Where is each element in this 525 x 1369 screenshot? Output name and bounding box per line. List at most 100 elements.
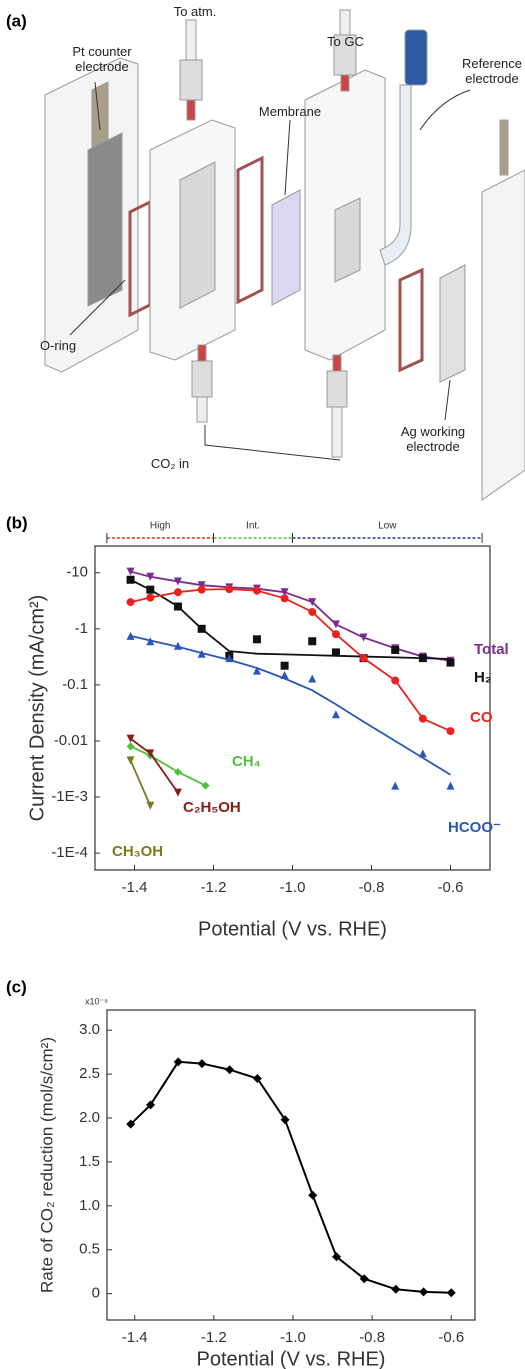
marker <box>391 781 400 790</box>
x-axis-title: Potential (V vs. RHE) <box>197 1348 386 1369</box>
y-tick-label: 2.0 <box>79 1109 100 1126</box>
ag-electrode <box>439 264 466 383</box>
label-pt: Pt counter electrode <box>72 44 132 74</box>
x-tick-label: -0.8 <box>359 1329 385 1346</box>
data-line <box>130 1060 452 1294</box>
region-label: Low <box>378 521 397 532</box>
marker <box>331 620 340 629</box>
marker <box>391 676 400 685</box>
y-tick-label: 0.5 <box>79 1241 100 1258</box>
marker <box>418 654 427 663</box>
marker <box>418 749 427 758</box>
marker <box>359 633 368 642</box>
y-tick-label: 1.0 <box>79 1197 100 1214</box>
x-tick-label: -1.2 <box>201 879 227 896</box>
region-label: High <box>150 521 171 532</box>
label-o-ring: O-ring <box>39 338 77 353</box>
label-membrane: Membrane <box>258 104 322 119</box>
label-to-gc: To GC <box>327 34 364 49</box>
x-axis-title: Potential (V vs. RHE) <box>198 918 387 940</box>
marker <box>308 637 317 646</box>
marker <box>332 1252 342 1262</box>
series-label: CH₃OH <box>112 843 163 860</box>
marker <box>252 586 261 595</box>
marker <box>173 1057 183 1067</box>
data-line <box>130 745 206 787</box>
cell-diagram <box>44 9 525 501</box>
y-tick-label: -0.01 <box>54 732 88 749</box>
marker <box>126 756 135 765</box>
y-tick-label: 3.0 <box>79 1021 100 1038</box>
marker <box>126 734 135 743</box>
tube <box>196 396 208 423</box>
series-label: Total <box>474 641 509 658</box>
marker <box>308 674 317 683</box>
marker <box>173 588 182 597</box>
marker <box>126 598 135 607</box>
callout <box>204 425 341 461</box>
marker <box>126 1119 136 1129</box>
y-tick-label: 0 <box>92 1285 100 1302</box>
strip <box>499 119 509 176</box>
marker <box>280 661 289 670</box>
label-co2-in: CO₂ in <box>150 456 190 471</box>
fitting-tip <box>186 99 196 121</box>
marker <box>126 631 135 640</box>
callouts <box>69 81 471 461</box>
y-axis-title: Current Density (mA/cm²) <box>26 595 48 822</box>
callout <box>419 89 471 131</box>
marker <box>146 1100 156 1110</box>
marker <box>391 645 400 654</box>
pt-electrode <box>87 132 123 307</box>
marker <box>280 594 289 603</box>
marker <box>126 567 135 576</box>
reference-tube <box>379 84 412 266</box>
x-tick-label: -0.8 <box>359 879 385 896</box>
y-tick-label: -10 <box>66 564 88 581</box>
reference-cap <box>404 29 428 86</box>
plots: -1.4 -1.2 -1.0 -0.8 -0.6 -10 -1 -0.1 -0.01 -1E-3 -… <box>6 513 509 1369</box>
tube <box>339 9 351 36</box>
marker <box>197 1059 207 1069</box>
marker <box>173 788 182 797</box>
marker <box>252 666 261 675</box>
panel-label: (b) <box>6 513 28 532</box>
x-tick-label: -1.4 <box>122 879 148 896</box>
marker <box>173 602 182 611</box>
marker <box>446 727 455 736</box>
marker <box>146 801 155 810</box>
marker <box>173 641 182 650</box>
series-label: HCOO⁻ <box>448 819 501 836</box>
marker <box>446 1288 456 1298</box>
marker <box>146 637 155 646</box>
fitting-tip <box>197 344 207 362</box>
fitting <box>191 360 213 398</box>
marker <box>391 1284 401 1294</box>
marker <box>419 1287 429 1297</box>
cell-window <box>179 161 216 309</box>
label-to-atm: To atm. <box>173 4 217 19</box>
y-tick-label: -1 <box>75 620 88 637</box>
series-label: CH₄ <box>232 753 261 770</box>
x-tick-label: -1.2 <box>201 1329 227 1346</box>
callout <box>69 279 126 336</box>
series-label: C₂H₅OH <box>183 799 241 816</box>
marker <box>126 575 135 584</box>
x-tick-label: -0.6 <box>438 1329 464 1346</box>
marker <box>308 607 317 616</box>
marker <box>201 781 210 790</box>
fitting <box>326 370 348 408</box>
data-line <box>129 760 152 807</box>
fitting <box>179 59 203 101</box>
plot-frame <box>106 1009 476 1321</box>
marker <box>225 585 234 594</box>
marker <box>280 588 289 597</box>
marker <box>146 585 155 594</box>
marker <box>446 781 455 790</box>
marker <box>308 1190 318 1200</box>
y-tick-label: -1E-4 <box>51 844 88 861</box>
marker <box>418 714 427 723</box>
marker <box>146 593 155 602</box>
